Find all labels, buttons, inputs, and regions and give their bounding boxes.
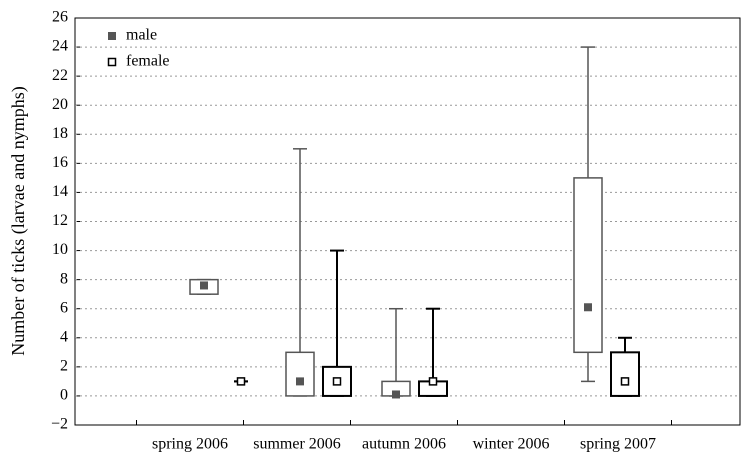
y-tick-label: 6: [60, 299, 68, 316]
median-marker: [236, 377, 246, 386]
y-axis-label: Number of ticks (larvae and nymphs): [8, 86, 29, 355]
y-tick-label: 14: [52, 183, 68, 200]
median-marker: [200, 281, 208, 290]
x-tick-label: winter 2006: [473, 436, 550, 453]
y-tick-label: 2: [60, 358, 68, 375]
y-tick-label: 10: [52, 241, 68, 258]
box: [573, 177, 603, 354]
y-tick-label: 0: [60, 387, 68, 404]
y-tick-label: 18: [52, 125, 68, 142]
median-marker: [392, 390, 400, 399]
y-tick-label: 16: [52, 154, 68, 171]
median-marker: [584, 303, 592, 312]
x-tick-label: spring 2007: [580, 436, 656, 453]
legend-marker: [108, 32, 116, 40]
box: [610, 351, 640, 397]
y-tick-label: 24: [52, 38, 68, 55]
x-tick-label: autumn 2006: [362, 436, 446, 453]
y-tick-label: 22: [52, 67, 68, 84]
y-tick-label: 4: [60, 328, 68, 345]
legend-label: male: [126, 27, 157, 44]
y-tick-label: 26: [52, 9, 68, 26]
legend-label: female: [126, 53, 170, 70]
median-marker: [296, 377, 304, 386]
y-tick-label: 20: [52, 96, 68, 113]
x-tick-label: spring 2006: [152, 436, 228, 453]
y-tick-label: 8: [60, 270, 68, 287]
median-marker: [620, 377, 630, 386]
legend-marker: [107, 57, 117, 67]
median-marker: [428, 377, 438, 386]
box: [285, 351, 315, 397]
y-tick-label: −2: [51, 416, 68, 433]
median-marker: [332, 377, 342, 386]
x-tick-label: summer 2006: [253, 436, 341, 453]
y-tick-label: 12: [52, 212, 68, 229]
